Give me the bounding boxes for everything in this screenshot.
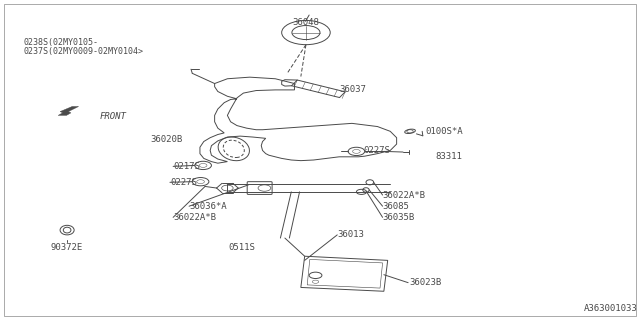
Text: 0511S: 0511S bbox=[228, 243, 255, 252]
Text: 36013: 36013 bbox=[337, 230, 364, 239]
Text: 0237S(02MY0009-02MY0104>: 0237S(02MY0009-02MY0104> bbox=[23, 47, 143, 56]
Text: 83311: 83311 bbox=[435, 152, 462, 161]
Text: 36035B: 36035B bbox=[383, 213, 415, 222]
Text: 36022A*B: 36022A*B bbox=[383, 190, 426, 200]
Text: 36085: 36085 bbox=[383, 202, 410, 211]
Text: 0217S: 0217S bbox=[173, 162, 200, 171]
Text: 36023B: 36023B bbox=[410, 278, 442, 287]
Polygon shape bbox=[58, 107, 79, 116]
Text: 36036*A: 36036*A bbox=[189, 202, 227, 211]
Text: 36048: 36048 bbox=[292, 18, 319, 27]
Text: 0238S(02MY0105-: 0238S(02MY0105- bbox=[23, 38, 98, 47]
Text: 90372E: 90372E bbox=[51, 243, 83, 252]
Text: 0100S*A: 0100S*A bbox=[426, 127, 463, 136]
Text: 36020B: 36020B bbox=[151, 135, 183, 144]
Text: A363001033: A363001033 bbox=[584, 304, 638, 313]
Text: 0227S: 0227S bbox=[364, 146, 390, 155]
Text: 36037: 36037 bbox=[339, 85, 366, 94]
Text: FRONT: FRONT bbox=[100, 113, 127, 122]
Text: 0227S: 0227S bbox=[170, 178, 197, 187]
Text: 36022A*B: 36022A*B bbox=[173, 213, 216, 222]
